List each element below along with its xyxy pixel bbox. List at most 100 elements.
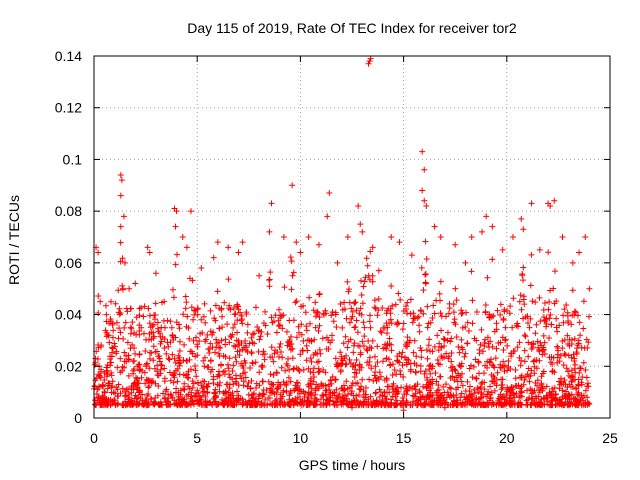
data-point <box>184 358 191 365</box>
data-point <box>348 305 355 312</box>
data-point <box>467 362 474 369</box>
data-point <box>94 356 101 363</box>
data-point <box>453 386 460 393</box>
data-point <box>480 348 487 355</box>
data-point <box>142 380 149 387</box>
data-point <box>328 337 335 344</box>
data-point <box>225 365 232 372</box>
y-axis-label: ROTI / TECUs <box>6 195 22 285</box>
data-point <box>337 349 344 356</box>
data-point <box>235 249 242 256</box>
data-point <box>279 354 286 361</box>
data-point <box>419 187 426 194</box>
data-point <box>388 234 395 240</box>
data-point <box>426 336 433 343</box>
data-point <box>190 316 197 323</box>
data-point <box>143 376 150 383</box>
data-point <box>471 386 478 393</box>
data-point <box>178 399 185 406</box>
data-point <box>174 402 181 409</box>
data-point <box>232 310 239 317</box>
data-point <box>315 385 322 392</box>
data-point <box>203 336 210 343</box>
data-point <box>333 323 340 330</box>
data-point <box>352 299 359 306</box>
data-point <box>303 327 310 334</box>
data-point <box>134 375 141 382</box>
data-point <box>523 397 530 404</box>
data-point <box>404 334 411 341</box>
data-point <box>129 341 136 348</box>
data-point <box>429 314 436 321</box>
data-point <box>326 190 333 197</box>
data-point <box>230 304 237 311</box>
data-point <box>183 244 190 251</box>
data-point <box>359 338 366 345</box>
data-point <box>534 382 541 389</box>
data-point <box>349 404 355 411</box>
data-point <box>220 389 227 396</box>
data-point <box>194 352 201 359</box>
data-point <box>256 272 263 279</box>
data-point <box>113 350 120 357</box>
data-point <box>207 368 214 375</box>
data-point <box>306 320 313 327</box>
data-point <box>357 221 364 228</box>
x-tick-label: 0 <box>90 430 98 446</box>
data-point <box>268 344 275 351</box>
data-point <box>350 392 357 399</box>
data-point <box>247 385 254 392</box>
data-point <box>518 357 525 364</box>
data-point <box>167 318 174 325</box>
data-point <box>396 239 403 246</box>
data-point <box>430 302 437 309</box>
data-point <box>447 338 454 345</box>
data-point <box>374 359 381 366</box>
data-point <box>397 367 404 374</box>
data-point <box>540 332 547 339</box>
data-point <box>126 398 133 405</box>
data-point <box>530 399 537 406</box>
data-point <box>459 382 466 389</box>
data-point <box>180 311 187 318</box>
data-point <box>132 350 139 357</box>
data-point <box>188 348 195 355</box>
data-point <box>172 400 179 407</box>
data-point <box>574 400 581 407</box>
data-point <box>132 280 139 287</box>
data-point <box>130 370 137 377</box>
data-point <box>452 321 459 328</box>
data-point <box>572 309 579 316</box>
data-point <box>217 344 224 351</box>
data-point <box>361 278 368 285</box>
data-point <box>106 320 113 327</box>
data-point <box>358 311 365 318</box>
data-point <box>575 340 582 347</box>
data-point <box>109 334 116 341</box>
data-point <box>524 319 531 326</box>
data-point <box>444 329 451 336</box>
data-point <box>426 400 433 407</box>
data-point <box>562 352 569 359</box>
data-point <box>497 301 504 308</box>
data-point <box>366 58 373 65</box>
data-point <box>307 369 314 375</box>
data-point <box>350 342 357 349</box>
data-point <box>534 338 541 345</box>
data-point <box>422 271 429 278</box>
data-point <box>237 309 244 316</box>
data-point <box>501 308 508 315</box>
data-point <box>276 306 283 313</box>
data-point <box>532 299 539 306</box>
data-point <box>104 362 111 369</box>
data-point <box>398 400 405 407</box>
data-point <box>109 383 116 390</box>
data-point <box>217 362 224 369</box>
data-point <box>358 277 365 284</box>
data-point <box>552 391 559 398</box>
data-point <box>436 290 443 297</box>
data-point <box>117 223 124 230</box>
data-point <box>351 300 358 307</box>
data-point <box>341 386 348 393</box>
data-point <box>536 246 543 253</box>
